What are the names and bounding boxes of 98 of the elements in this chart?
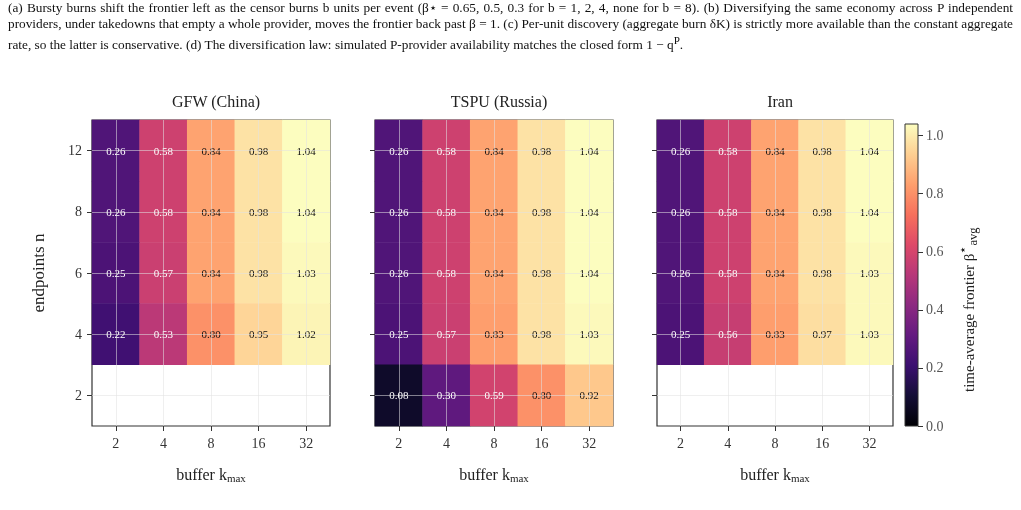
data-label: 0.98 xyxy=(248,267,269,279)
x-tick-label: 32 xyxy=(299,435,314,451)
data-label: 0.30 xyxy=(436,389,457,402)
data-label: 1.04 xyxy=(859,144,880,157)
data-label: 0.97 xyxy=(812,328,833,341)
data-label: 0.26 xyxy=(106,205,126,218)
y-tick-label: 4 xyxy=(75,326,82,342)
data-label: 0.84 xyxy=(201,205,222,218)
data-label: 0.83 xyxy=(765,328,786,341)
data-label: 0.26 xyxy=(670,144,691,157)
data-label: 0.25 xyxy=(389,328,409,341)
data-label: 0.84 xyxy=(765,205,786,218)
data-label: 0.25 xyxy=(106,267,126,279)
data-label: 0.58 xyxy=(153,205,174,218)
y-tick-label: 8 xyxy=(75,204,82,220)
data-label: 0.58 xyxy=(436,205,457,218)
data-label: 0.58 xyxy=(436,267,457,279)
data-label: 1.04 xyxy=(859,205,880,218)
data-label: 0.98 xyxy=(812,205,833,218)
x-tick-label: 32 xyxy=(862,435,877,451)
data-label: 0.58 xyxy=(718,144,738,157)
x-tick-label: 16 xyxy=(815,435,830,451)
data-label: 0.57 xyxy=(153,267,174,279)
data-label: 0.98 xyxy=(248,205,269,218)
x-tick-label: 16 xyxy=(251,435,266,451)
data-label: 1.03 xyxy=(579,328,600,341)
data-label: 0.08 xyxy=(389,389,409,402)
data-label: 1.03 xyxy=(296,267,317,279)
data-label: 0.26 xyxy=(106,144,126,157)
text: (a) Bursty burns shift the frontier left as the censor burns b units per event (β⋆ = 0.65, 0.5, 0.3 for b = 1, 2, 4, none for b = 8). (b) Diversifying the same economy across P independent providers, under takedowns that empty a whole provider, moves the frontier back past β = 1. (c) Per-unit discovery (aggregate burn δK) is strictly more available than the constant aggregate rate, so the latter is conservative. (d) The diversification law: simulated P-provider availability matches the closed form 1 − q$^{P}$. xyxy=(8,0,1013,54)
data-label: 0.58 xyxy=(153,144,174,157)
data-label: 0.84 xyxy=(765,144,786,157)
data-label: 0.98 xyxy=(531,267,552,279)
data-label: 0.80 xyxy=(201,328,222,341)
data-label: 0.58 xyxy=(718,267,738,279)
color-bar-label: 0.8 xyxy=(926,186,944,202)
data-label: 0.84 xyxy=(484,144,505,157)
data-label: 0.57 xyxy=(436,328,457,341)
data-label: 0.83 xyxy=(484,328,505,341)
data-label: 0.84 xyxy=(484,205,505,218)
data-label: 1.02 xyxy=(296,328,316,341)
data-label: 0.26 xyxy=(389,267,409,279)
data-label: 1.03 xyxy=(859,328,880,341)
data-label: 0.26 xyxy=(670,267,691,279)
data-label: 1.04 xyxy=(579,144,600,157)
x-tick-label: 8 xyxy=(490,435,498,451)
data-label: 0.84 xyxy=(201,267,222,279)
x-tick-label: 4 xyxy=(724,435,732,451)
color-bar-label: 0.0 xyxy=(926,418,944,434)
data-label: 0.58 xyxy=(436,144,457,157)
x-tick-label: 2 xyxy=(395,435,403,451)
x-tick-label: 32 xyxy=(582,435,597,451)
x-axis-title: buffer kmax xyxy=(176,466,247,484)
color-bar-label: 0.6 xyxy=(926,244,944,260)
data-label: 0.98 xyxy=(531,144,552,157)
y-axis-title: endpoints n xyxy=(29,233,48,313)
x-axis-title: buffer kmax xyxy=(740,466,811,484)
data-label: 1.04 xyxy=(296,144,317,157)
data-label: 0.98 xyxy=(531,328,552,341)
x-tick-label: 4 xyxy=(159,435,167,451)
data-label: 0.92 xyxy=(579,389,599,402)
data-label: 0.59 xyxy=(484,389,505,402)
x-tick-label: 2 xyxy=(677,435,685,451)
data-label: 0.53 xyxy=(153,328,174,341)
data-label: 0.26 xyxy=(389,205,409,218)
data-label: 0.98 xyxy=(531,205,552,218)
data-label: 1.04 xyxy=(296,205,317,218)
data-label: 0.26 xyxy=(389,144,409,157)
x-tick-label: 4 xyxy=(442,435,450,451)
data-label: 1.04 xyxy=(579,205,600,218)
y-tick-label: 12 xyxy=(68,143,82,159)
data-label: 0.84 xyxy=(484,267,505,279)
x-axis-title: buffer kmax xyxy=(459,466,530,484)
color-bar-label: 0.4 xyxy=(926,302,944,318)
x-tick-label: 8 xyxy=(771,435,779,451)
color-bar-label: 1.0 xyxy=(926,128,944,144)
chart-title: Iran xyxy=(767,92,793,110)
data-label: 1.03 xyxy=(859,267,880,279)
data-label: 1.04 xyxy=(579,267,600,279)
data-label: 0.98 xyxy=(812,267,833,279)
chart-title: GFW (China) xyxy=(171,92,261,111)
data-label: 0.98 xyxy=(248,144,269,157)
y-tick-label: 2 xyxy=(75,387,82,403)
x-tick-label: 8 xyxy=(207,435,215,451)
data-label: 0.25 xyxy=(670,328,691,341)
data-label: 0.22 xyxy=(106,328,126,341)
data-label: 0.95 xyxy=(248,328,269,341)
data-label: 0.84 xyxy=(765,267,786,279)
x-tick-label: 2 xyxy=(112,435,120,451)
data-label: 0.26 xyxy=(670,205,691,218)
data-label: 0.58 xyxy=(718,205,738,218)
data-label: 0.98 xyxy=(812,144,833,157)
color-bar-label: 0.2 xyxy=(926,360,944,376)
x-tick-label: 16 xyxy=(534,435,549,451)
chart-title: TSPU (Russia) xyxy=(450,92,548,111)
data-label: 0.84 xyxy=(201,144,222,157)
y-tick-label: 6 xyxy=(75,265,82,281)
data-label: 0.56 xyxy=(718,328,738,341)
